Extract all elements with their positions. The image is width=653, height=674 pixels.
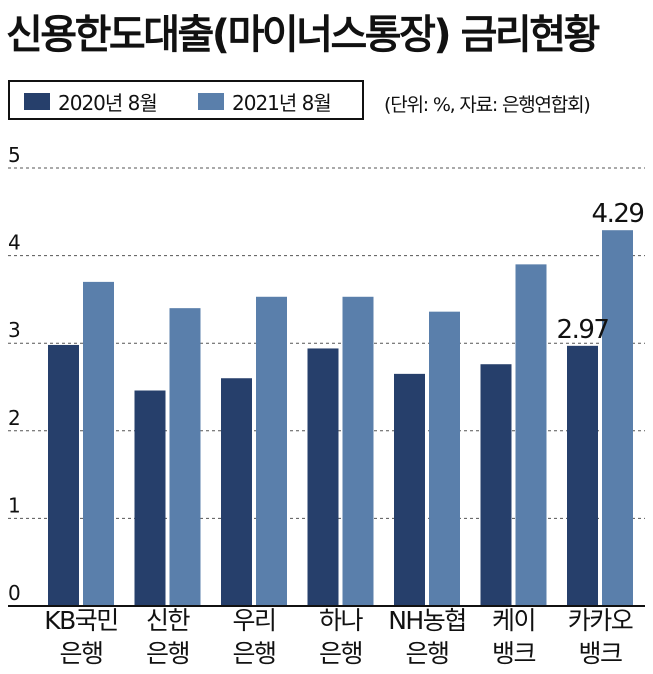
- x-tick-label-line: 하나: [318, 606, 364, 635]
- bar: [134, 390, 166, 606]
- bar: [83, 281, 114, 606]
- bar: [515, 264, 547, 606]
- legend-label-2020: 2020년 8월: [58, 90, 158, 115]
- bar: [48, 344, 79, 606]
- bar: [602, 230, 633, 607]
- legend-item-2020: 2020년 8월: [24, 91, 158, 115]
- bar: [256, 296, 287, 606]
- data-label: 2.97: [557, 315, 609, 345]
- legend-item-2021: 2021년 8월: [198, 91, 332, 115]
- legend-swatch-2020: [24, 92, 50, 110]
- x-tick-label-line: 은행: [145, 639, 191, 668]
- x-tick-label-line: 신한: [145, 606, 191, 635]
- x-tick-label-line: NH농협: [388, 606, 467, 635]
- legend: 2020년 8월 2021년 8월: [8, 80, 364, 120]
- x-tick-label-line: 카카오: [567, 606, 634, 635]
- y-tick-label: 4: [8, 231, 21, 255]
- x-tick-label-line: 뱅크: [491, 639, 537, 668]
- x-tick-label-line: 은행: [59, 639, 104, 668]
- bar: [221, 378, 252, 606]
- bar: [394, 373, 425, 606]
- bar: [307, 348, 339, 606]
- legend-label-2021: 2021년 8월: [232, 90, 332, 115]
- source-note: (단위: %, 자료: 은행연합회): [384, 94, 591, 116]
- bar: [429, 311, 460, 606]
- x-tick-label-line: 뱅크: [578, 639, 623, 668]
- bar: [567, 345, 598, 606]
- y-tick-label: 2: [8, 406, 21, 430]
- x-tick-label-line: 우리: [232, 606, 277, 635]
- bar: [480, 364, 512, 606]
- chart-title: 신용한도대출(마이너스통장) 금리현황: [6, 12, 600, 58]
- bar: [169, 308, 201, 606]
- x-tick-label-line: KB국민: [44, 606, 119, 635]
- bar: [342, 296, 374, 606]
- legend-swatch-2021: [198, 92, 224, 110]
- x-tick-label-line: 은행: [318, 639, 364, 668]
- x-tick-label-line: 케이: [491, 606, 537, 635]
- x-tick-label-line: 은행: [405, 639, 450, 668]
- y-tick-label: 1: [8, 493, 21, 517]
- y-tick-label: 3: [8, 318, 21, 342]
- y-tick-label: 0: [8, 581, 21, 605]
- y-tick-label: 5: [8, 143, 21, 167]
- data-label: 4.29: [592, 199, 644, 229]
- x-tick-label-line: 은행: [232, 639, 277, 668]
